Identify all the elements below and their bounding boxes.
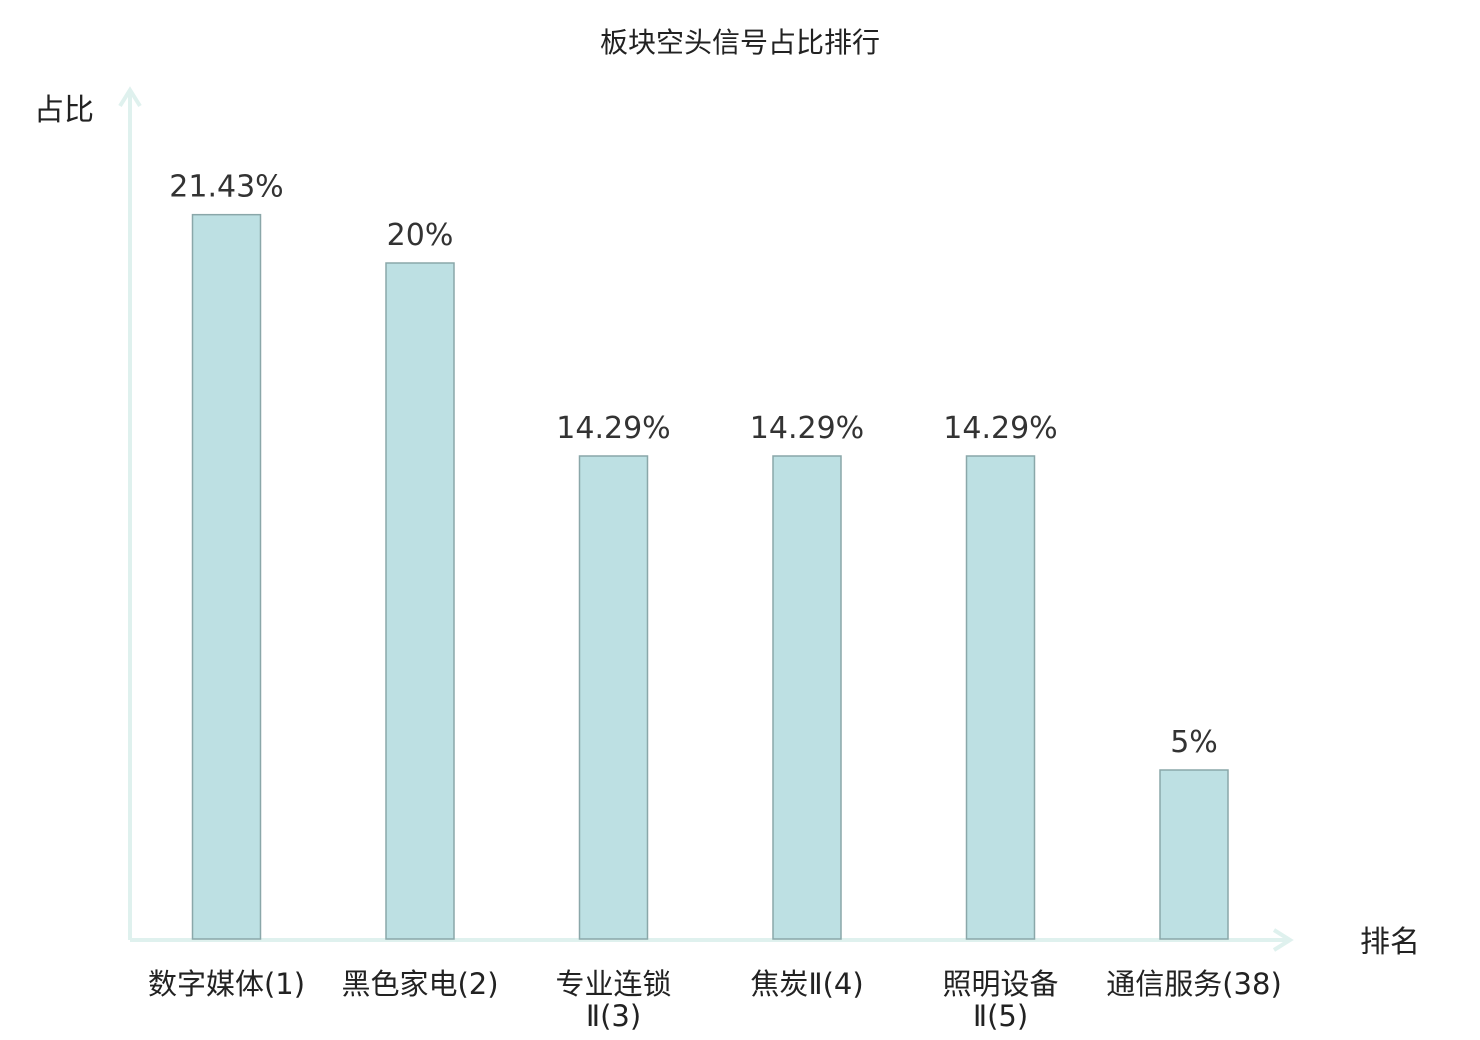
bar-5 xyxy=(965,455,1036,940)
bar-4 xyxy=(772,455,842,940)
category-label-1: 数字媒体(1) xyxy=(148,967,305,1001)
category-label-line: 焦炭Ⅱ(4) xyxy=(750,967,863,1001)
bar-3 xyxy=(578,455,649,940)
chart-title: 板块空头信号占比排行 xyxy=(600,26,880,59)
value-label-2: 20% xyxy=(387,218,454,253)
category-label-line: 照明设备 xyxy=(942,967,1058,1001)
y-axis-arrow xyxy=(118,86,142,108)
bars-group xyxy=(191,213,1229,940)
value-label-3: 14.29% xyxy=(556,411,670,446)
category-labels-group: 数字媒体(1) 黑色家电(2) 专业连锁 Ⅱ(3) 焦炭Ⅱ(4) 照明设备 Ⅱ(5) 通信服务… xyxy=(148,967,1282,1033)
x-axis-arrow xyxy=(1272,928,1294,952)
y-axis-label: 占比 xyxy=(34,93,94,128)
value-label-6: 5% xyxy=(1170,725,1218,760)
category-label-5: 照明设备 Ⅱ(5) xyxy=(942,967,1058,1033)
category-label-line: Ⅱ(5) xyxy=(973,999,1028,1033)
value-label-1: 21.43% xyxy=(169,170,283,205)
category-label-4: 焦炭Ⅱ(4) xyxy=(750,967,863,1001)
bar-2 xyxy=(385,262,455,940)
category-label-line: 专业连锁 xyxy=(555,967,671,1001)
x-axis-label: 排名 xyxy=(1360,925,1420,960)
value-label-4: 14.29% xyxy=(750,411,864,446)
value-labels-group: 21.43% 20% 14.29% 14.29% 14.29% 5% xyxy=(169,170,1217,760)
category-label-line: 黑色家电(2) xyxy=(341,967,498,1001)
value-label-5: 14.29% xyxy=(943,411,1057,446)
category-label-2: 黑色家电(2) xyxy=(341,967,498,1001)
bar-6 xyxy=(1159,769,1229,940)
category-label-line: Ⅱ(3) xyxy=(586,999,641,1033)
category-label-3: 专业连锁 Ⅱ(3) xyxy=(555,967,671,1033)
bar-1 xyxy=(191,213,262,940)
category-label-line: 数字媒体(1) xyxy=(148,967,305,1001)
category-label-line: 通信服务(38) xyxy=(1106,967,1282,1001)
category-label-6: 通信服务(38) xyxy=(1106,967,1282,1001)
